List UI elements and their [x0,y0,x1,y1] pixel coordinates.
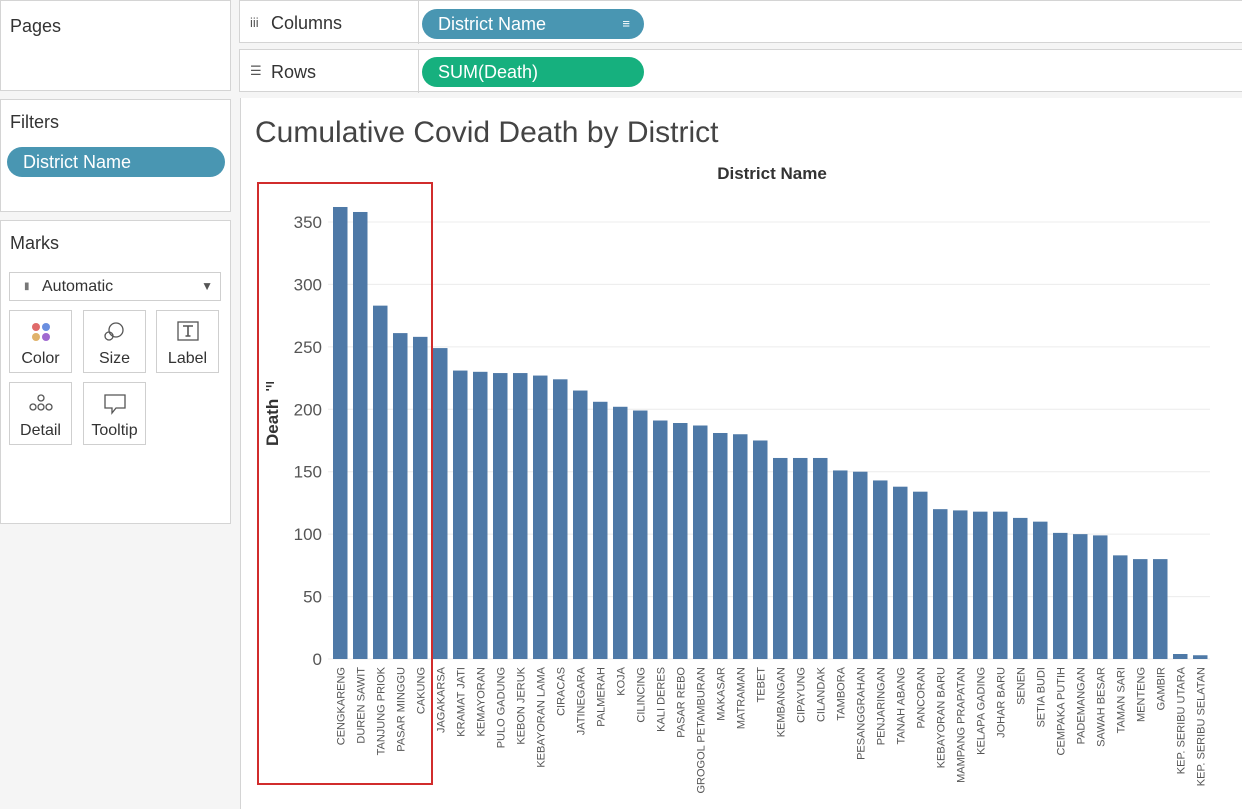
pages-panel: Pages [0,0,231,91]
columns-label: Columns [271,13,343,33]
marks-label: Marks [10,233,59,253]
size-card[interactable]: Size [83,310,146,373]
detail-card[interactable]: Detail [9,382,72,445]
pages-label: Pages [10,16,62,36]
detail-card-label: Detail [20,422,61,439]
columns-shelf: iii Columns District Name ≡ [239,0,1242,44]
mark-type-value: Automatic [42,278,114,295]
detail-icon [28,394,53,411]
filters-panel: Filters District Name [0,99,231,212]
rows-shelf: ☰ Rows SUM(Death) [239,49,1242,93]
rows-label: Rows [271,62,317,82]
filters-label: Filters [10,112,59,132]
color-icon [31,323,50,341]
chevron-down-icon[interactable]: ▼ [201,279,213,293]
size-card-label: Size [98,350,131,367]
tooltip-card[interactable]: Tooltip [83,382,146,445]
rows-icon: ☰ [250,63,262,78]
tooltip-card-label: Tooltip [91,422,138,439]
columns-pill-district-name[interactable]: District Name ≡ [422,9,644,39]
label-card-label: Label [167,350,208,367]
text-label-icon [176,321,199,341]
columns-pill-label: District Name [438,14,547,34]
filter-pill-district-name[interactable]: District Name [7,147,225,177]
tooltip-icon [103,394,126,415]
color-card-label: Color [21,350,60,367]
columns-icon: iii [250,15,259,30]
size-icon [103,322,124,341]
bar-chart-icon: ▮ [24,281,30,292]
mark-type-dropdown[interactable]: ▮ Automatic ▼ [9,272,221,301]
sort-icon: ≡ [622,16,630,31]
chart-area: Cumulative Covid Death by District Distr… [240,98,1242,809]
rows-pill-sum-death[interactable]: SUM(Death) [422,57,644,87]
chart-title: Cumulative Covid Death by District [255,116,719,149]
x-axis-header: District Name [717,164,827,183]
label-card[interactable]: Label [156,310,219,373]
color-card[interactable]: Color [9,310,72,373]
